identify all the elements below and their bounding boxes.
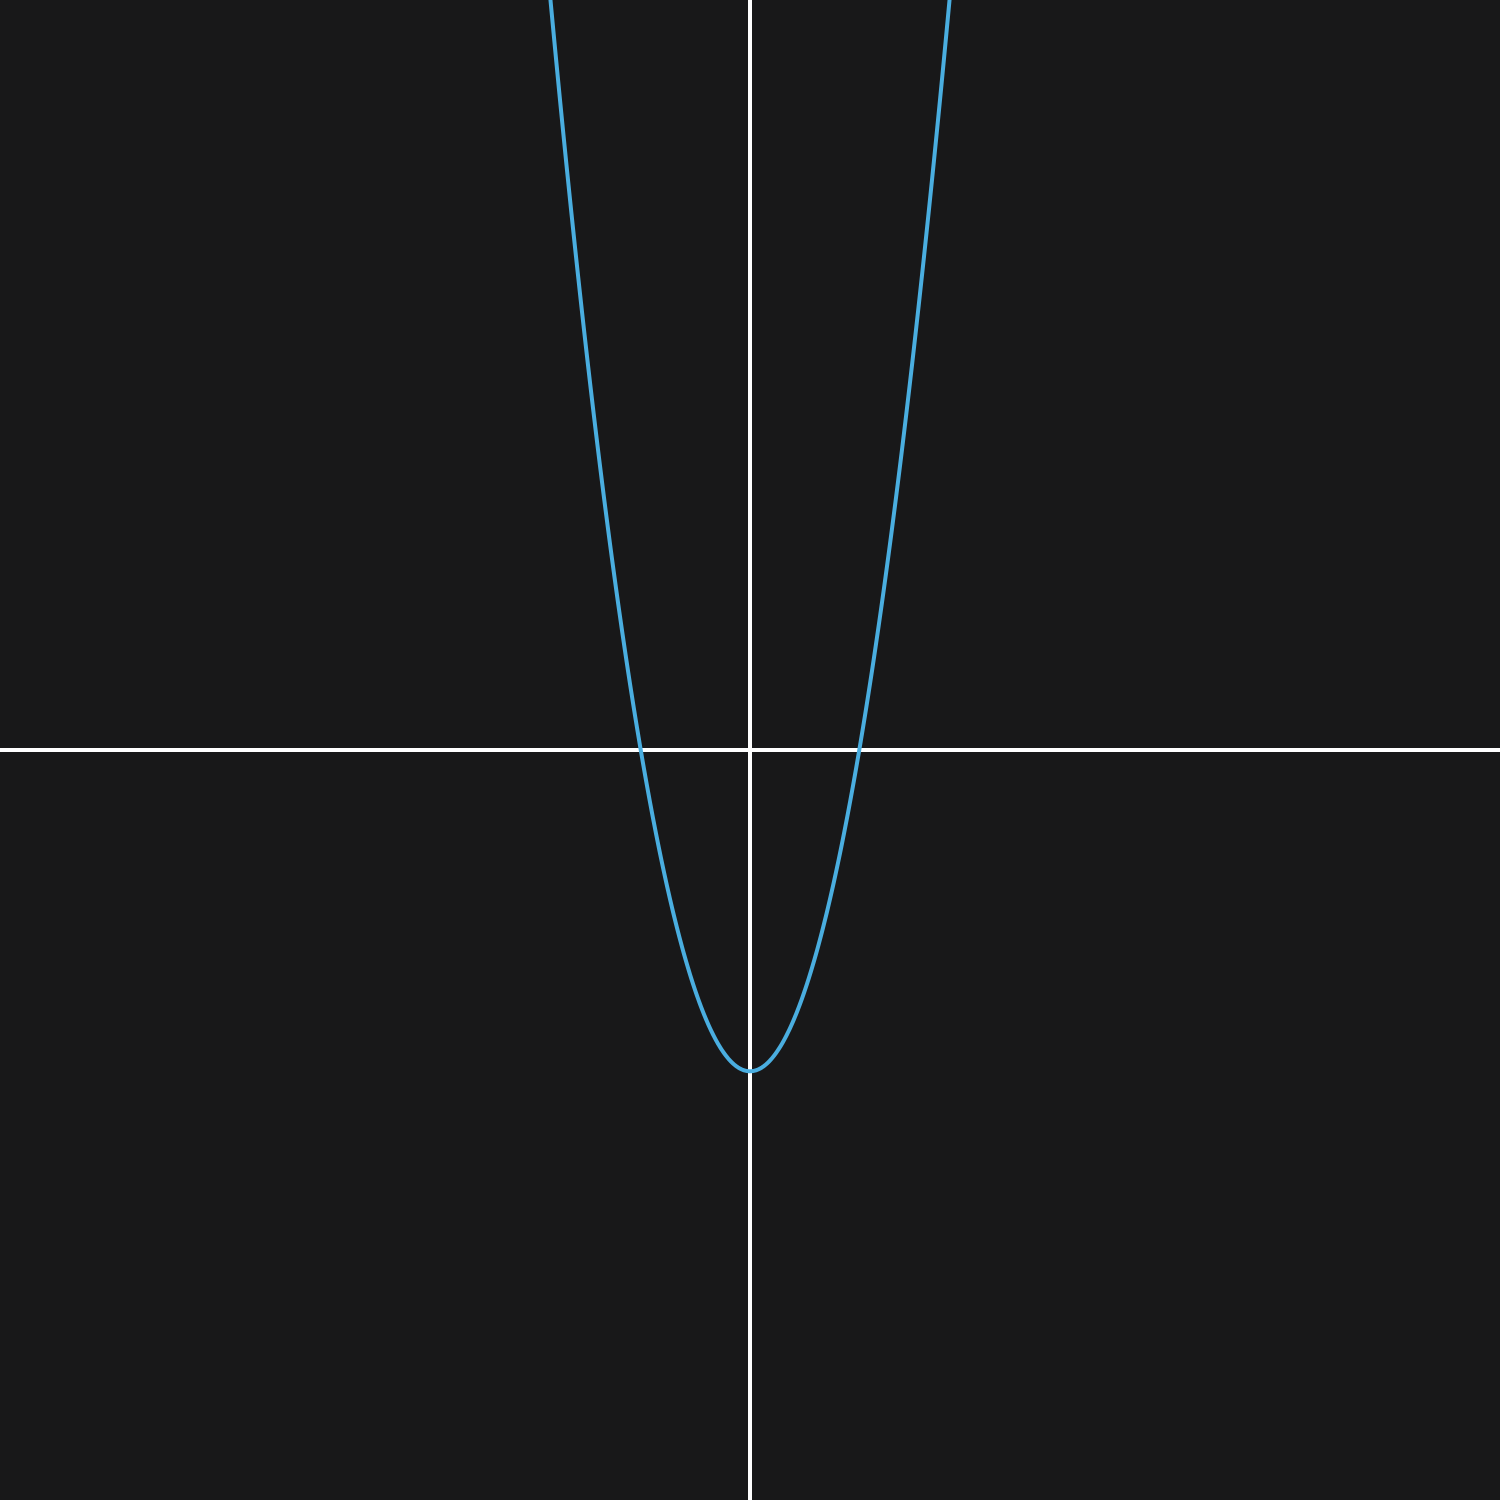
series-layer xyxy=(548,0,952,1074)
series-line-0 xyxy=(548,0,952,1074)
